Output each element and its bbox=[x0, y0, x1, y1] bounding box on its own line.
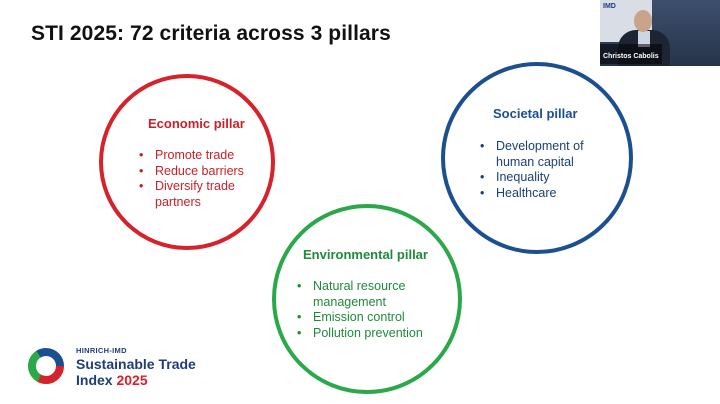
list-item: • Pollution prevention bbox=[297, 325, 423, 340]
bullet-icon: • bbox=[480, 139, 485, 153]
environmental-pillar-title: Environmental pillar bbox=[303, 247, 428, 262]
bullet-icon: • bbox=[480, 170, 485, 184]
presenter-name-bar: Christos Cabolis bbox=[600, 44, 662, 64]
environmental-pillar-circle bbox=[272, 204, 462, 394]
societal-pillar-list: • Development of human capital • Inequalit… bbox=[477, 139, 607, 201]
list-item: • Reduce barriers bbox=[139, 163, 244, 178]
list-item: • Healthcare bbox=[480, 185, 557, 200]
bullet-icon: • bbox=[139, 179, 144, 193]
bullet-icon: • bbox=[297, 325, 302, 340]
logo-index-word: Index bbox=[76, 372, 113, 388]
environmental-pillar-list: • Natural resource management • Emission c… bbox=[294, 279, 444, 341]
bullet-icon: • bbox=[297, 279, 302, 293]
societal-pillar-title: Societal pillar bbox=[493, 106, 578, 121]
video-brand-label: IMD bbox=[603, 3, 616, 10]
list-item: • Emission control bbox=[297, 310, 405, 324]
list-item: • Inequality bbox=[480, 170, 550, 184]
bullet-icon: • bbox=[139, 148, 144, 162]
presenter-head bbox=[634, 10, 652, 32]
list-item: • Promote trade bbox=[139, 148, 235, 162]
list-item: • Natural resource management bbox=[297, 279, 406, 309]
logo-org-label: HINRICH-IMD bbox=[76, 346, 127, 355]
slide-title: STI 2025: 72 criteria across 3 pillars bbox=[31, 22, 391, 45]
bullet-icon: • bbox=[297, 310, 302, 324]
presenter-name: Christos Cabolis bbox=[603, 53, 659, 60]
list-item: • Diversify trade partners bbox=[139, 179, 235, 209]
presenter-video[interactable]: IMD Christos Cabolis bbox=[600, 0, 720, 66]
bullet-icon: • bbox=[139, 163, 144, 178]
logo-year: 2025 bbox=[116, 372, 148, 388]
economic-pillar-circle bbox=[99, 74, 275, 250]
list-item: • Development of human capital bbox=[480, 139, 584, 169]
economic-pillar-title: Economic pillar bbox=[148, 116, 245, 131]
societal-pillar-circle bbox=[441, 62, 633, 254]
logo-title-line1: Sustainable Trade bbox=[76, 356, 196, 372]
sti-logo-icon bbox=[28, 348, 64, 384]
logo-title-line2: Index 2025 bbox=[76, 372, 148, 388]
economic-pillar-list: • Promote trade • Reduce barriers • Diversi… bbox=[136, 148, 266, 210]
bullet-icon: • bbox=[480, 185, 485, 200]
